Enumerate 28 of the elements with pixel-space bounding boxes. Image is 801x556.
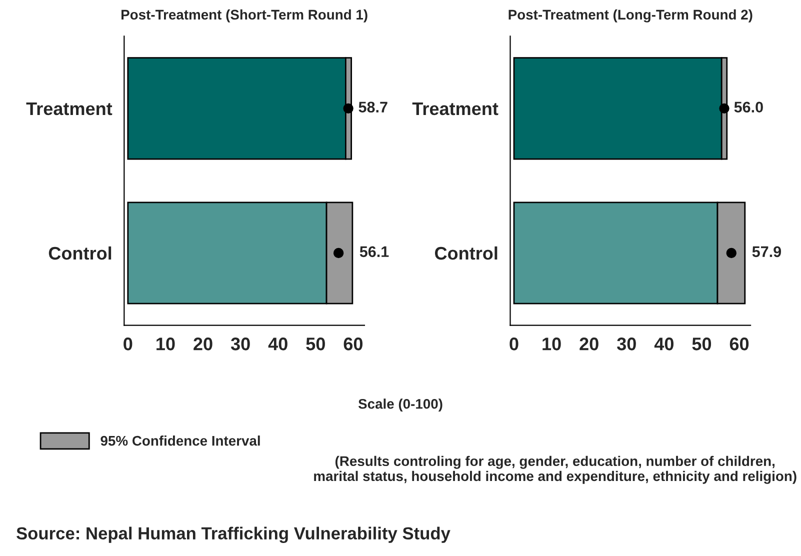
data-label: 57.9 (752, 246, 782, 258)
x-tick-label: 10 (156, 338, 175, 350)
x-tick-label: 40 (654, 338, 674, 350)
legend-label: 95% Confidence Interval (100, 436, 260, 446)
x-tick-label: 40 (268, 338, 288, 350)
x-tick-label: 30 (617, 338, 636, 350)
x-tick-label: 30 (230, 338, 250, 350)
y-tick-label: Control (48, 246, 112, 260)
text: (Results controling for age, gender, education, number of children, marital status, household income and expenditure, ethnicity and religion) (314, 456, 796, 484)
x-tick-label: 20 (194, 338, 212, 350)
y-tick-label: Control (434, 246, 498, 260)
chart-title: Post-Treatment (Long-Term Round 2) (508, 9, 752, 22)
data-label: 56.0 (734, 102, 763, 113)
data-label: 58.7 (358, 102, 388, 113)
y-tick-label: Treatment (412, 102, 498, 116)
x-axis-title: Scale (0-100) (358, 398, 442, 412)
x-tick-label: 10 (542, 338, 561, 350)
x-tick-label: 50 (306, 338, 325, 350)
data-label: 56.1 (360, 246, 389, 258)
y-tick-label: Treatment (26, 102, 112, 116)
chart-title: Post-Treatment (Short-Term Round 1) (122, 9, 368, 22)
x-tick-label: 0 (510, 338, 518, 350)
x-tick-label: 20 (580, 338, 598, 350)
x-tick-label: 0 (124, 338, 132, 350)
x-tick-label: 60 (730, 338, 749, 350)
x-tick-label: 60 (344, 338, 362, 350)
source-note: Source: Nepal Human Trafficking Vulnerability Study (16, 526, 450, 543)
x-tick-label: 50 (692, 338, 712, 350)
